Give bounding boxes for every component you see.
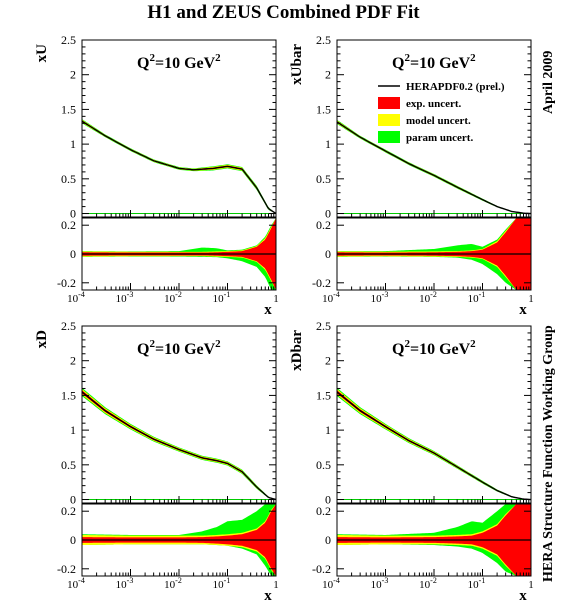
y-tick-label: 1.5 — [61, 102, 76, 116]
x-tick-label: 10-2 — [164, 576, 182, 591]
x-tick-label: 10-3 — [371, 290, 389, 305]
legend-box-swatch — [378, 97, 400, 109]
ratio-y-tick-label: 0.2 — [316, 218, 331, 232]
x-tick-label: 10-1 — [468, 576, 486, 591]
ratio-y-tick-label: 0 — [325, 247, 331, 261]
q2-label: Q2=10 GeV2 — [137, 338, 221, 358]
ratio-y-tick-label: -0.2 — [57, 276, 76, 290]
y-tick-label: 2.5 — [61, 319, 76, 333]
figure-title: H1 and ZEUS Combined PDF Fit — [147, 2, 420, 23]
ratio-y-tick-label: -0.2 — [57, 562, 76, 576]
y-tick-label: 0.5 — [61, 458, 76, 472]
y-tick-label: 0 — [325, 493, 331, 507]
param-band — [82, 387, 276, 500]
y-tick-label: 1 — [70, 423, 76, 437]
legend-box-swatch — [378, 131, 400, 143]
y-tick-label: 1 — [325, 423, 331, 437]
x-tick-label: 1 — [273, 579, 279, 591]
x-tick-label: 10-2 — [419, 290, 437, 305]
ratio-y-tick-label: 0.2 — [61, 504, 76, 518]
x-tick-label: 10-1 — [468, 290, 486, 305]
x-axis-label: x — [519, 588, 527, 604]
ratio-y-tick-label: -0.2 — [312, 562, 331, 576]
exp-band — [82, 120, 276, 214]
y-tick-label: 0 — [70, 207, 76, 221]
y-tick-label: 2 — [70, 354, 76, 368]
legend-box-swatch — [378, 114, 400, 126]
x-tick-label: 1 — [273, 293, 279, 305]
y-tick-label: 1.5 — [316, 102, 331, 116]
y-tick-label: 0.5 — [316, 172, 331, 186]
param-band — [337, 387, 531, 500]
model-band — [82, 389, 276, 500]
y-tick-label: 0 — [70, 493, 76, 507]
y-tick-label: 2 — [325, 68, 331, 82]
y-tick-label: 2.5 — [316, 33, 331, 47]
legend-label: HERAPDF0.2 (prel.) — [406, 81, 505, 93]
legend-item: model uncert. — [378, 114, 471, 127]
legend: HERAPDF0.2 (prel.) exp. uncert. model unce… — [378, 81, 505, 144]
central-curve — [81, 391, 277, 501]
y-tick-label: 0 — [325, 207, 331, 221]
x-tick-label: 10-3 — [371, 576, 389, 591]
y-tick-label: 0.5 — [61, 172, 76, 186]
legend-item: HERAPDF0.2 (prel.) — [378, 81, 505, 93]
x-tick-label: 10-2 — [419, 576, 437, 591]
x-tick-label: 10-2 — [164, 290, 182, 305]
x-tick-label: 10-4 — [67, 290, 85, 305]
y-tick-label: 0.5 — [316, 458, 331, 472]
y-tick-label: 1 — [70, 137, 76, 151]
x-tick-label: 1 — [528, 293, 534, 305]
legend-label: model uncert. — [406, 115, 471, 127]
y-tick-label: 1 — [325, 137, 331, 151]
ratio-y-tick-label: 0 — [70, 533, 76, 547]
ratio-y-tick-label: 0.2 — [316, 504, 331, 518]
y-tick-label: 1.5 — [61, 388, 76, 402]
x-tick-label: 10-3 — [116, 576, 134, 591]
model-band — [82, 119, 276, 214]
x-tick-label: 10-4 — [67, 576, 85, 591]
y-tick-label: 1.5 — [316, 388, 331, 402]
ratio-y-tick-label: 0 — [325, 533, 331, 547]
central-curve — [336, 121, 532, 215]
legend-item: param uncert. — [378, 131, 473, 144]
x-axis-label: x — [264, 588, 272, 604]
legend-label: exp. uncert. — [406, 98, 462, 110]
y-axis-label: xU — [34, 44, 50, 63]
q2-label: Q2=10 GeV2 — [392, 338, 476, 358]
x-axis-label: x — [264, 302, 272, 318]
y-axis-label: xDbar — [289, 330, 305, 371]
x-tick-label: 10-1 — [213, 290, 231, 305]
central-curve — [336, 391, 532, 501]
ratio-y-tick-label: 0 — [70, 247, 76, 261]
central-curve — [81, 120, 277, 215]
y-axis-label: xUbar — [289, 44, 305, 85]
x-tick-label: 10-4 — [322, 576, 340, 591]
y-tick-label: 2 — [70, 68, 76, 82]
q2-label: Q2=10 GeV2 — [137, 52, 221, 72]
x-tick-label: 10-1 — [213, 576, 231, 591]
x-tick-label: 10-3 — [116, 290, 134, 305]
x-axis-label: x — [519, 302, 527, 318]
param-band — [82, 119, 276, 214]
legend-item: exp. uncert. — [378, 97, 462, 110]
ratio-y-tick-label: 0.2 — [61, 218, 76, 232]
x-tick-label: 1 — [528, 579, 534, 591]
y-tick-label: 2.5 — [316, 319, 331, 333]
x-tick-label: 10-4 — [322, 290, 340, 305]
y-tick-label: 2.5 — [61, 33, 76, 47]
ratio-y-tick-label: -0.2 — [312, 276, 331, 290]
model-band — [337, 389, 531, 500]
q2-label: Q2=10 GeV2 — [392, 52, 476, 72]
exp-band — [337, 390, 531, 500]
y-axis-label: xD — [34, 330, 50, 349]
exp-band — [82, 390, 276, 500]
y-tick-label: 2 — [325, 354, 331, 368]
legend-label: param uncert. — [406, 132, 473, 144]
